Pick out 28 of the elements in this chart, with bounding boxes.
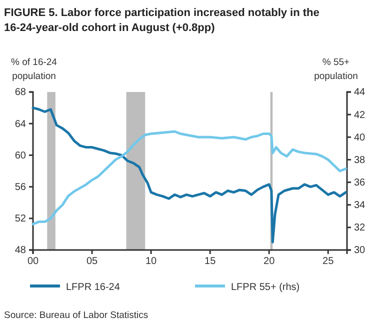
y-axis-title: % of 16-24 population	[11, 57, 57, 82]
legend-label: LFPR 55+ (rhs)	[231, 282, 300, 293]
y2-axis-title: % 55+ population	[314, 57, 358, 82]
y-tick-label: 52	[14, 214, 26, 225]
y2-tick-label: 40	[354, 132, 366, 144]
y2-tick-label: 30	[354, 245, 366, 256]
x-tick-label: 20	[264, 256, 276, 268]
y2-tick-label: 38	[354, 154, 366, 166]
y-tick-label: 60	[14, 150, 26, 162]
line-series	[32, 106, 348, 244]
y2-tick-label: 44	[354, 87, 366, 98]
y-tick-label: 68	[14, 87, 26, 98]
x-tick-label: 25	[322, 256, 334, 268]
source-note: Source: Bureau of Labor Statistics	[4, 310, 148, 321]
line-series	[32, 130, 348, 226]
x-tick-label: 15	[204, 256, 216, 268]
x-tick-label: 10	[145, 256, 158, 268]
y-tick-label: 48	[14, 245, 26, 256]
y2-tick-label: 42	[354, 110, 366, 121]
x-tick-label: 00	[27, 256, 39, 268]
y2-tick-label: 36	[354, 177, 366, 188]
y2-tick-label: 34	[354, 200, 366, 212]
x-tick-label: 05	[86, 256, 98, 268]
legend-label: LFPR 16-24	[66, 282, 120, 293]
y-tick-label: 64	[14, 118, 26, 130]
y-tick-label: 56	[14, 182, 26, 193]
chart-title: FIGURE 5. Labor force participation increased notably in the 16-24-year-old cohort in August (+0.8pp)	[4, 7, 320, 34]
y2-tick-label: 32	[354, 222, 366, 234]
